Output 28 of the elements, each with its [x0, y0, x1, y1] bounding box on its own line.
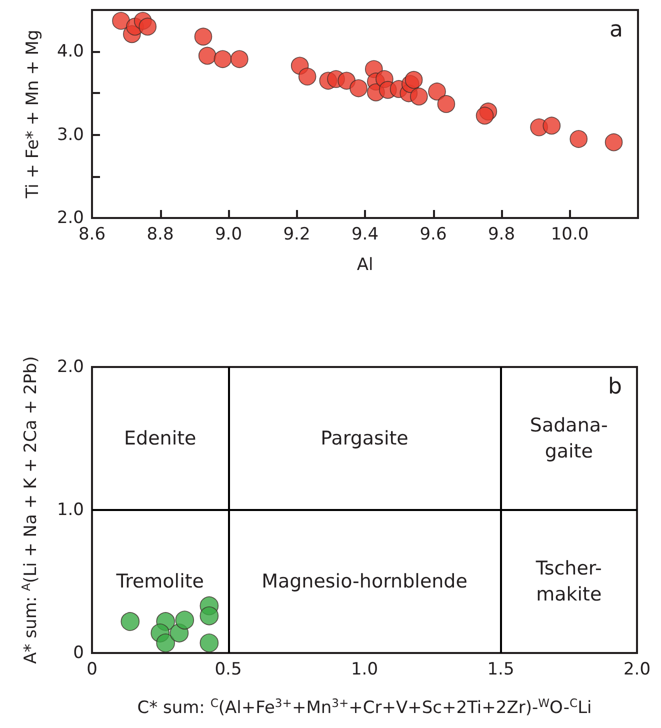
annotation: Magnesio-hornblende: [262, 570, 468, 592]
annotation: Edenite: [124, 428, 196, 450]
x-tick-label: 1.0: [350, 660, 378, 680]
y-axis-title: Ti + Fe* + Mn + Mg: [23, 30, 43, 200]
x-tick-label: 9.2: [283, 224, 310, 244]
x-tick-label: 0: [86, 660, 98, 680]
y-axis-title: A* sum: A(Li + Na + K + 2Ca + 2Pb): [18, 356, 41, 664]
x-tick-label: 2.0: [623, 660, 651, 680]
chart-title: a: [610, 18, 624, 42]
annotation: Pargasite: [320, 428, 408, 450]
x-tick-label: 1.5: [487, 660, 514, 680]
x-tick-label: 9.4: [351, 224, 379, 244]
annotation: Sadana- gaite: [530, 414, 608, 462]
x-tick-label: 8.8: [146, 224, 174, 244]
x-tick-label: 9.8: [488, 224, 516, 244]
annotation: Tscher- makite: [534, 558, 602, 606]
chart-title: b: [608, 374, 622, 400]
annotation: Tremolite: [115, 570, 204, 592]
y-tick-label: 1.0: [56, 500, 84, 520]
y-tick-label: 3.0: [56, 124, 84, 145]
x-tick-label: 9.0: [214, 224, 242, 244]
x-tick-label: 9.6: [420, 224, 447, 244]
x-tick-label: 10.0: [550, 224, 589, 244]
y-tick-label: 4.0: [56, 42, 84, 62]
x-tick-label: 0.5: [214, 660, 242, 680]
y-tick-label: 2.0: [56, 357, 84, 377]
x-axis-title: Al: [356, 255, 374, 275]
y-tick-label: 0: [73, 643, 84, 663]
